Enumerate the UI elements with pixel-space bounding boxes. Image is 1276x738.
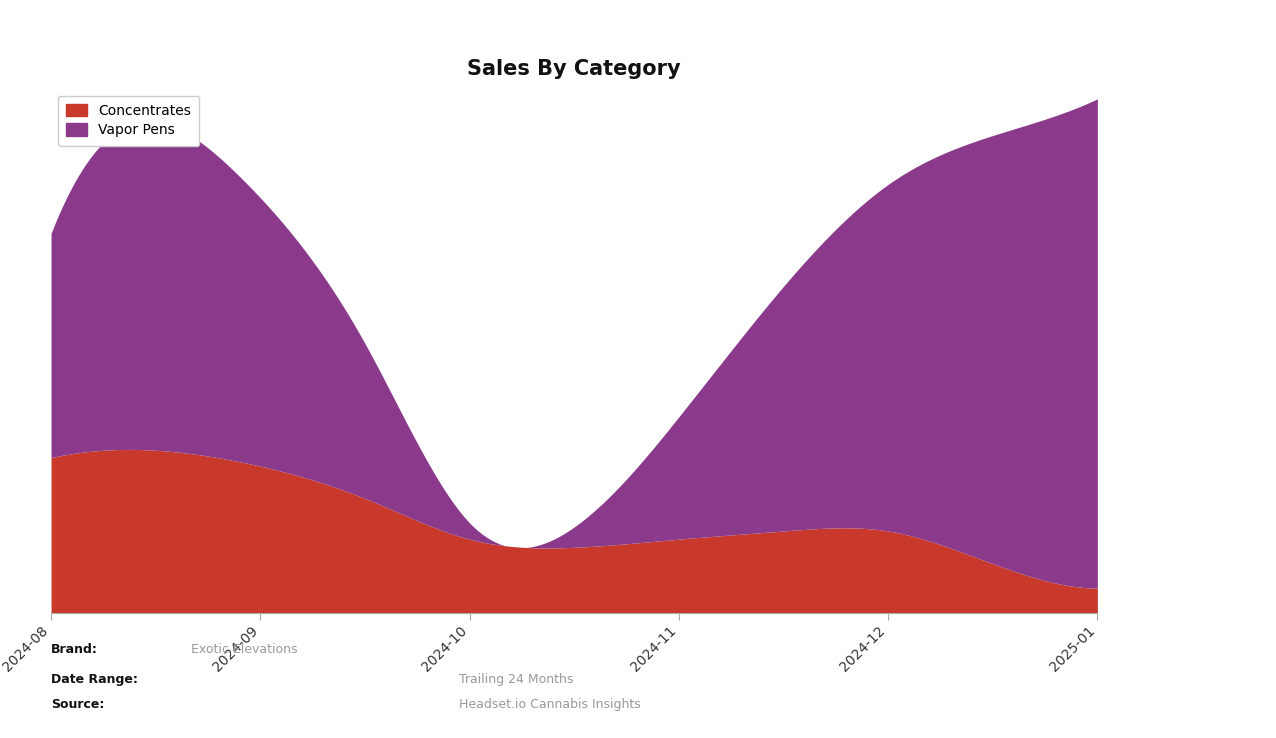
Text: Trailing 24 Months: Trailing 24 Months <box>459 672 574 686</box>
Text: Brand:: Brand: <box>51 643 98 656</box>
Text: Headset.io Cannabis Insights: Headset.io Cannabis Insights <box>459 698 641 711</box>
Legend: Concentrates, Vapor Pens: Concentrates, Vapor Pens <box>57 95 199 145</box>
Text: Exotic Elevations: Exotic Elevations <box>191 643 297 656</box>
Title: Sales By Category: Sales By Category <box>467 59 681 79</box>
Text: Source:: Source: <box>51 698 105 711</box>
Text: Date Range:: Date Range: <box>51 672 138 686</box>
